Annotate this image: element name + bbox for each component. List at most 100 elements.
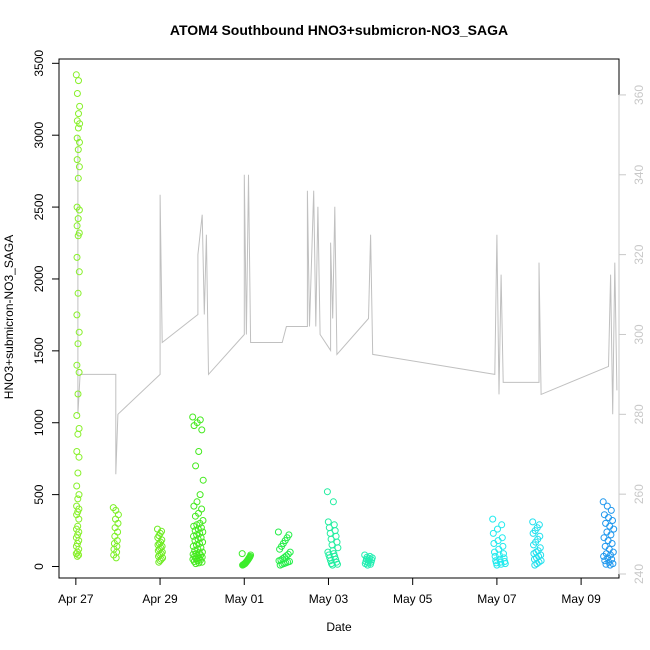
data-point bbox=[501, 560, 509, 568]
data-point bbox=[601, 557, 609, 565]
y-axis: 0 500 1000 1500 2000 2500 3000 3500 bbox=[32, 50, 60, 570]
data-point bbox=[74, 289, 82, 297]
data-point bbox=[74, 390, 82, 398]
data-point bbox=[75, 425, 83, 432]
data-point bbox=[198, 426, 206, 434]
y2-tick-label: 320 bbox=[632, 244, 646, 264]
data-point bbox=[195, 559, 203, 567]
x-tick-label: May 09 bbox=[561, 592, 601, 606]
data-point bbox=[334, 544, 342, 552]
plot-frame bbox=[58, 58, 620, 579]
data-point bbox=[498, 521, 506, 529]
data-point bbox=[323, 488, 331, 496]
data-point bbox=[498, 534, 506, 542]
data-point bbox=[274, 528, 282, 536]
y-tick-label: 2500 bbox=[32, 193, 46, 220]
data-point bbox=[73, 222, 81, 230]
data-point bbox=[493, 561, 501, 569]
x-tick-label: May 01 bbox=[225, 592, 265, 606]
data-point bbox=[529, 518, 537, 526]
data-point bbox=[73, 511, 81, 519]
y2-tick-label: 340 bbox=[632, 164, 646, 184]
data-point bbox=[367, 560, 374, 568]
data-point bbox=[600, 534, 608, 542]
data-point bbox=[600, 552, 608, 560]
data-point bbox=[75, 551, 83, 559]
data-point bbox=[600, 511, 608, 519]
data-point bbox=[155, 558, 163, 566]
data-point bbox=[191, 512, 199, 520]
y-tick-label: 1500 bbox=[32, 337, 46, 364]
data-point bbox=[74, 146, 82, 154]
y2-tick-label: 280 bbox=[632, 404, 646, 424]
data-point bbox=[73, 448, 81, 455]
y2-tick-label: 300 bbox=[632, 324, 646, 344]
y-tick-label: 500 bbox=[32, 484, 46, 504]
data-point bbox=[75, 328, 83, 336]
data-point bbox=[327, 535, 335, 543]
data-point bbox=[329, 561, 336, 569]
data-point bbox=[193, 498, 201, 506]
data-point bbox=[73, 412, 81, 419]
data-point bbox=[198, 505, 206, 513]
data-point bbox=[324, 518, 332, 526]
data-point bbox=[74, 495, 82, 503]
data-point bbox=[74, 340, 82, 348]
y-tick-label: 2000 bbox=[32, 265, 46, 292]
data-point bbox=[531, 561, 539, 569]
data-point bbox=[489, 529, 497, 537]
data-point bbox=[73, 311, 81, 319]
data-point bbox=[73, 552, 81, 560]
data-point bbox=[533, 560, 541, 568]
data-point bbox=[73, 253, 81, 261]
data-point bbox=[76, 120, 84, 128]
y2-axis: 240 260 280 300 320 340 360 bbox=[618, 85, 646, 584]
y-tick-label: 3500 bbox=[32, 50, 46, 77]
data-point bbox=[199, 476, 207, 484]
data-point bbox=[325, 524, 333, 532]
data-point bbox=[276, 545, 284, 553]
data-point bbox=[603, 502, 611, 510]
data-point bbox=[196, 491, 204, 499]
data-point bbox=[602, 560, 610, 568]
data-point bbox=[75, 491, 83, 499]
data-point bbox=[73, 482, 81, 490]
data-point bbox=[73, 361, 81, 369]
data-point bbox=[500, 550, 507, 558]
data-point bbox=[328, 541, 336, 549]
data-point bbox=[238, 550, 246, 558]
data-point bbox=[494, 537, 502, 545]
data-point bbox=[75, 368, 83, 376]
x-tick-label: May 05 bbox=[393, 592, 433, 606]
y-tick-label: 1000 bbox=[32, 409, 46, 436]
x-tick-label: Apr 29 bbox=[142, 592, 178, 606]
data-point bbox=[361, 551, 369, 559]
data-point bbox=[75, 77, 82, 85]
y2-tick-label: 240 bbox=[632, 564, 646, 584]
data-point bbox=[73, 156, 81, 164]
data-point bbox=[190, 558, 198, 565]
data-point bbox=[364, 561, 372, 569]
data-point bbox=[195, 448, 203, 455]
y2-tick-label: 360 bbox=[632, 85, 646, 105]
data-point bbox=[608, 540, 616, 547]
data-point bbox=[74, 232, 82, 240]
data-point bbox=[75, 453, 83, 461]
data-point bbox=[334, 560, 341, 568]
data-point bbox=[74, 215, 82, 223]
y-tick-label: 3000 bbox=[32, 122, 46, 149]
x-tick-label: May 03 bbox=[309, 592, 349, 606]
data-point bbox=[75, 268, 83, 276]
data-point bbox=[609, 517, 616, 524]
data-point bbox=[494, 525, 501, 533]
data-point bbox=[156, 557, 164, 565]
data-point bbox=[276, 561, 284, 569]
data-point bbox=[190, 422, 198, 430]
data-point bbox=[607, 531, 615, 539]
x-tick-label: May 07 bbox=[477, 592, 517, 606]
data-point bbox=[329, 498, 337, 506]
y2-tick-label: 260 bbox=[632, 484, 646, 504]
x-tick-label: Apr 27 bbox=[58, 592, 94, 606]
chart-title: ATOM4 Southbound HNO3+submicron-NO3_SAGA bbox=[170, 22, 508, 38]
y-tick-label: 0 bbox=[32, 563, 46, 570]
